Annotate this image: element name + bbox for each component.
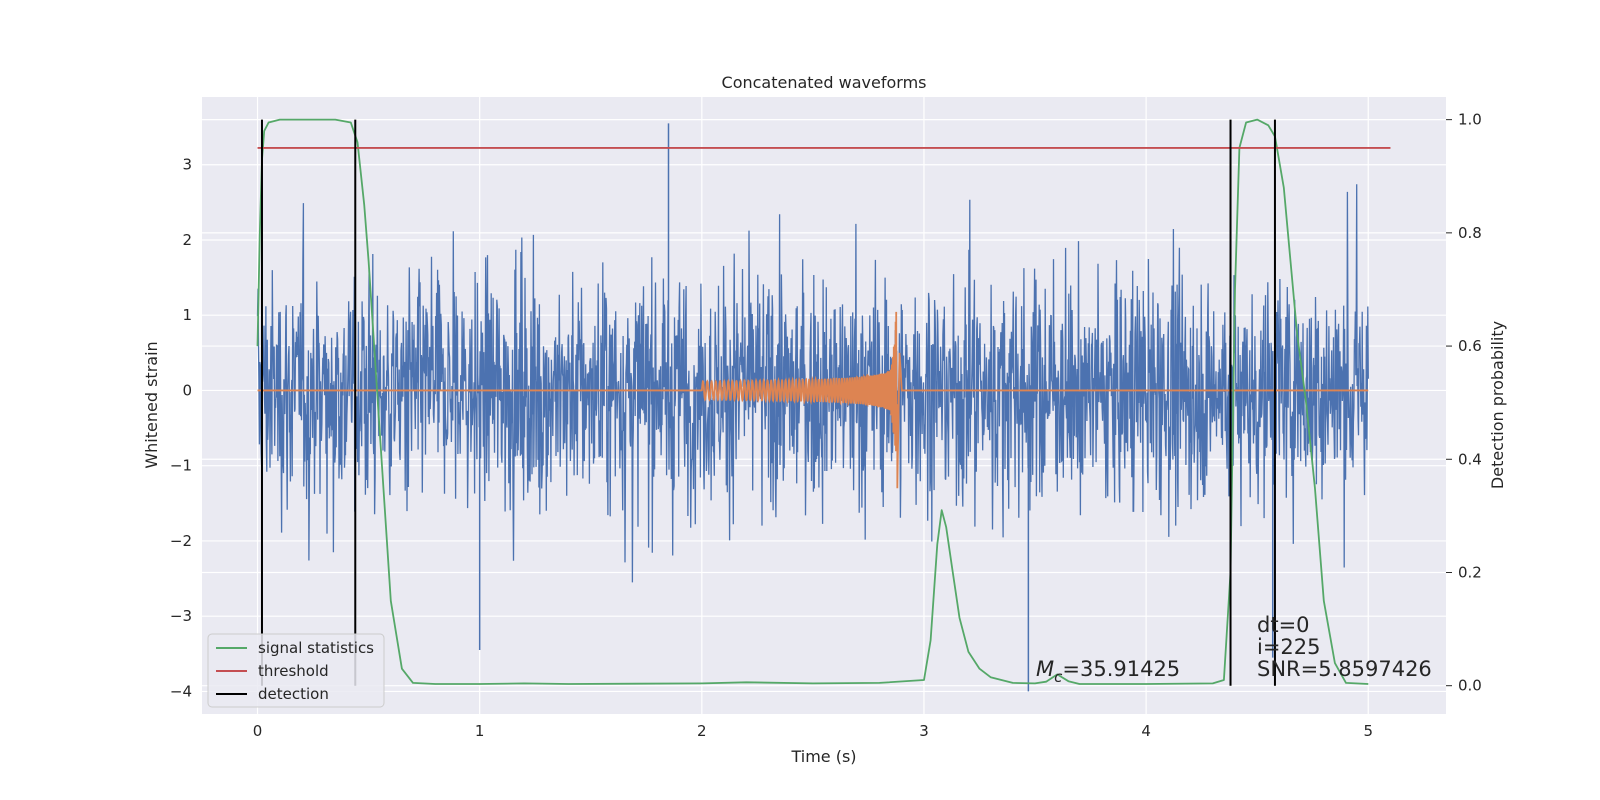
series-layer [256,118,1391,692]
legend-label-signal-statistics: signal statistics [258,639,374,657]
signal-statistics-line [256,118,1369,685]
y-tick-label: 3 [182,156,192,174]
y-right-tick-label: 0.4 [1458,450,1482,468]
plot-area [256,118,1391,692]
y-right-tick-label: 0.6 [1458,337,1482,355]
x-tick-label: 2 [697,722,707,740]
x-tick-label: 5 [1363,722,1373,740]
legend-label-detection: detection [258,685,329,703]
legend: signal statistics threshold detection [207,633,385,708]
y-right-tick-label: 0.8 [1458,224,1482,242]
y-right-tick-label: 1.0 [1458,111,1482,129]
x-tick-label: 4 [1141,722,1151,740]
mc-annotation: Mc=35.91425 [1036,657,1180,686]
legend-label-threshold: threshold [258,662,329,680]
y-tick-label: −3 [170,607,192,625]
y-tick-label: −2 [170,532,192,550]
y-axis-label: Whitened strain [142,341,161,468]
y-tick-label: 0 [182,381,192,399]
i-annotation: i=225 [1257,635,1321,659]
snr-annotation: SNR=5.8597426 [1257,657,1432,681]
y-right-tick-label: 0.0 [1458,677,1482,695]
y-tick-label: 1 [182,306,192,324]
mc-subscript: c [1054,668,1063,686]
x-tick-label: 3 [919,722,929,740]
legend-box [207,633,385,708]
annotations: Mc=35.91425 dt=0 i=225 SNR=5.8597426 [1036,613,1432,686]
dt-annotation: dt=0 [1257,613,1310,637]
y-tick-label: 2 [182,231,192,249]
mc-symbol: M [1036,657,1054,681]
y-tick-label: −4 [170,682,192,700]
x-axis-label: Time (s) [790,747,856,766]
axis-ticks: 0 1 2 3 4 5 −4 −3 −2 −1 0 1 2 3 0.0 0.2 0.4 0.6 0.8 1.0 [170,111,1482,740]
chart-title: Concatenated waveforms [722,73,927,92]
x-tick-label: 0 [253,722,263,740]
chirp-waveform-line [257,311,1369,489]
y-right-tick-label: 0.2 [1458,563,1482,581]
y-tick-label: −1 [170,457,192,475]
x-tick-label: 1 [475,722,485,740]
y-axis-right-label: Detection probability [1488,321,1507,489]
mc-value: =35.91425 [1062,657,1180,681]
noise-series-line [256,184,1369,583]
